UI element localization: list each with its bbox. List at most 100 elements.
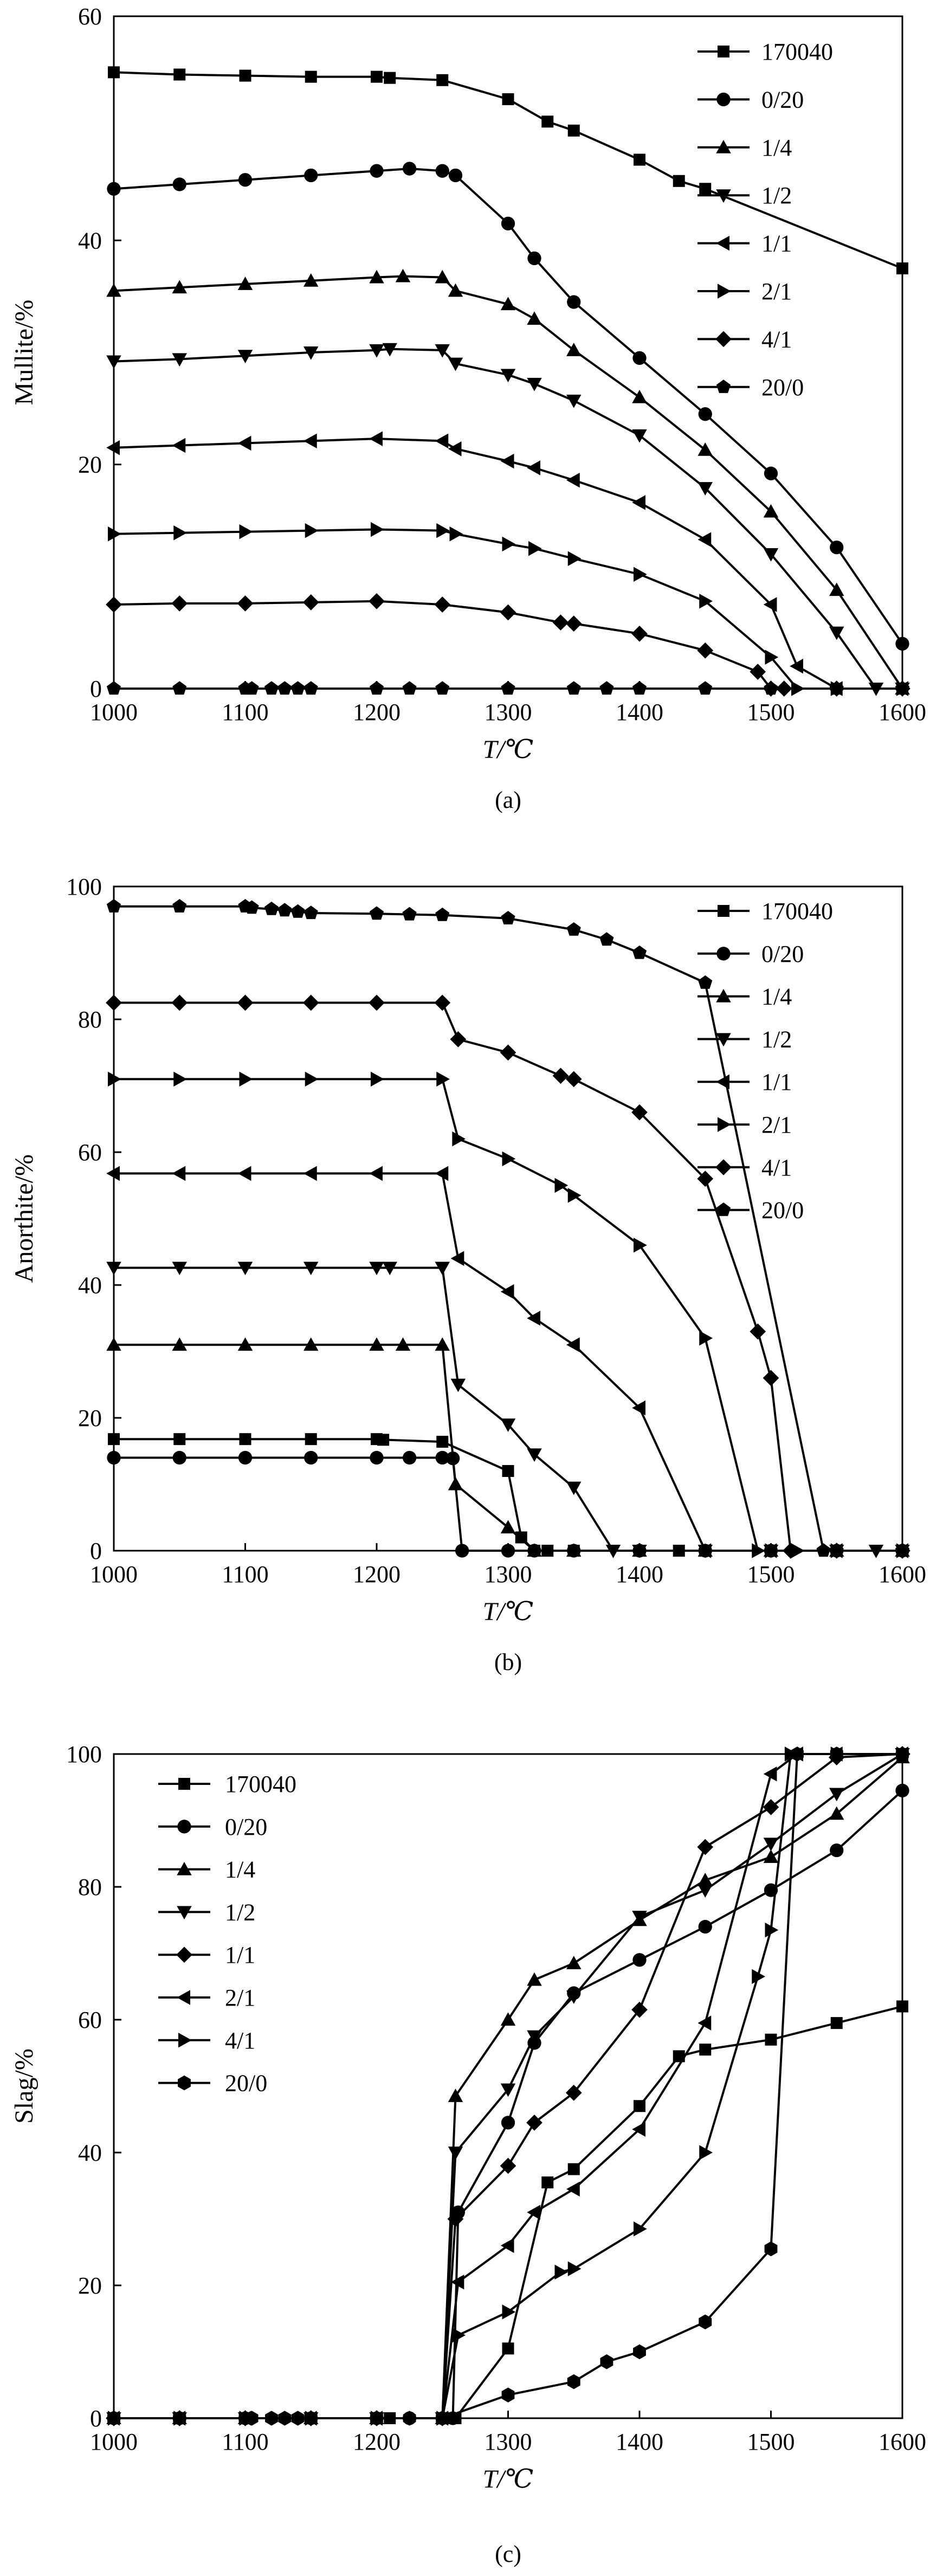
legend-label: 1/1 — [761, 1069, 792, 1095]
marker-diamond — [176, 1947, 192, 1963]
chart-panel-2: 1000 1100 1200 1300 1400 1500 1600 0 20 40 60 80 100… — [10, 873, 926, 1675]
marker-square — [699, 183, 712, 195]
marker-pentagon — [632, 681, 647, 695]
marker-triangle-left — [716, 1074, 729, 1089]
legend: 170040 0/20 1/4 1/2 1/1 2/1 4/1 20/0 — [697, 38, 833, 401]
marker-triangle-up — [237, 1337, 253, 1351]
marker-triangle-right — [718, 1117, 731, 1132]
marker-pentagon — [264, 681, 279, 695]
chart-panel-3: 1000 1100 1200 1300 1400 1500 1600 0 20 40 60 80 100… — [10, 1741, 926, 2567]
marker-square — [108, 66, 120, 79]
marker-hexagon — [830, 1746, 843, 1762]
marker-triangle-down — [763, 548, 779, 562]
y-tick-label: 80 — [78, 1874, 102, 1900]
marker-hexagon — [304, 2411, 318, 2426]
x-tick-label: 1400 — [616, 699, 663, 725]
marker-circle — [764, 466, 778, 480]
marker-triangle-left — [450, 1251, 464, 1266]
y-tick-label: 40 — [78, 1272, 102, 1299]
legend-item: 2/1 — [158, 1984, 255, 2011]
marker-circle — [632, 1953, 647, 1967]
marker-triangle-left — [303, 1166, 317, 1181]
x-tick-label: 1100 — [222, 2429, 268, 2455]
marker-triangle-down — [450, 1378, 466, 1392]
marker-triangle-up — [697, 1873, 713, 1886]
legend-item: 1/2 — [697, 1026, 792, 1052]
legend-item: 4/1 — [697, 1154, 792, 1181]
marker-triangle-down — [829, 1788, 844, 1802]
legend-label: 20/0 — [225, 2070, 267, 2097]
x-tick-label: 1300 — [485, 699, 532, 725]
series-line — [113, 275, 903, 690]
marker-circle — [435, 164, 449, 178]
marker-triangle-right — [108, 526, 121, 542]
marker-diamond — [434, 994, 451, 1011]
marker-triangle-up — [237, 277, 253, 290]
marker-triangle-down — [605, 1545, 621, 1558]
y-tick-label: 40 — [78, 227, 102, 254]
marker-triangle-right — [436, 523, 450, 538]
marker-triangle-up — [395, 268, 411, 282]
marker-triangle-up — [500, 1520, 516, 1534]
marker-diamond — [434, 596, 451, 613]
marker-triangle-up — [527, 311, 542, 325]
y-tick-label: 20 — [78, 1405, 102, 1431]
legend-label: 170040 — [225, 1771, 296, 1797]
marker-square — [634, 2100, 645, 2112]
marker-triangle-up — [716, 988, 731, 1003]
marker-square — [384, 72, 396, 84]
legend-label: 170040 — [761, 898, 833, 924]
marker-triangle-down — [566, 1481, 582, 1495]
marker-hexagon — [291, 2411, 305, 2426]
marker-triangle-down — [697, 1884, 713, 1898]
marker-triangle-down — [172, 1262, 187, 1275]
marker-triangle-down — [448, 357, 463, 371]
marker-triangle-left — [369, 431, 383, 446]
marker-triangle-right — [752, 1969, 765, 1984]
marker-triangle-left — [177, 1990, 190, 2005]
marker-triangle-down — [369, 344, 384, 358]
marker-circle — [632, 351, 647, 365]
marker-triangle-down — [829, 626, 844, 640]
marker-square — [896, 2000, 908, 2013]
x-tick-label: 1500 — [747, 1561, 795, 1588]
marker-triangle-down — [527, 1448, 542, 1462]
marker-triangle-up — [500, 2012, 516, 2026]
marker-triangle-down — [632, 429, 647, 443]
legend-label: 4/1 — [761, 1154, 792, 1181]
marker-triangle-right — [752, 1543, 765, 1558]
marker-pentagon — [435, 681, 450, 695]
marker-triangle-down — [500, 2083, 516, 2097]
marker-hexagon — [370, 2411, 383, 2426]
marker-triangle-up — [448, 283, 463, 297]
x-tick-label: 1500 — [747, 699, 795, 725]
marker-circle — [716, 947, 731, 961]
marker-pentagon — [303, 681, 318, 695]
y-tick-label: 40 — [78, 2140, 102, 2166]
marker-pentagon — [501, 681, 515, 695]
marker-square — [436, 1436, 449, 1448]
marker-triangle-left — [566, 2181, 580, 2197]
marker-triangle-down — [566, 1990, 582, 2004]
marker-circle — [527, 251, 541, 266]
marker-square — [239, 1433, 251, 1446]
marker-diamond — [697, 1839, 714, 1855]
marker-triangle-right — [554, 2264, 569, 2280]
marker-triangle-down — [500, 1418, 516, 1432]
marker-triangle-right — [765, 1922, 779, 1938]
marker-hexagon — [403, 2411, 416, 2426]
marker-circle — [304, 168, 318, 183]
marker-diamond — [500, 1044, 516, 1061]
marker-triangle-right — [449, 526, 463, 542]
marker-triangle-down — [632, 1545, 647, 1558]
marker-square — [178, 1778, 190, 1790]
marker-square — [305, 1433, 317, 1446]
marker-triangle-left — [303, 433, 317, 449]
x-tick-label: 1500 — [747, 2429, 795, 2455]
marker-diamond — [552, 1068, 569, 1084]
marker-diamond — [750, 664, 766, 680]
marker-triangle-left — [697, 532, 712, 547]
x-tick-label: 1600 — [879, 699, 926, 725]
y-tick-label: 80 — [78, 1006, 102, 1033]
